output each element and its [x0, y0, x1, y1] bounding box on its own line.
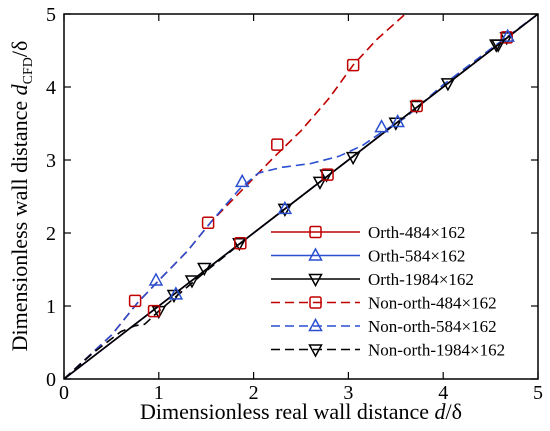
series-marker-2 [440, 78, 456, 92]
x-tick-label: 1 [154, 382, 164, 404]
series-line-2 [64, 14, 538, 379]
series-marker-2 [409, 100, 424, 115]
series-marker-4 [234, 173, 250, 188]
legend-marker-3 [309, 296, 322, 309]
series-marker-3 [271, 138, 284, 151]
y-tick-label: 5 [46, 4, 56, 26]
y-axis-label-unit: /δ [7, 41, 32, 57]
legend-marker-4 [308, 317, 323, 332]
series-marker-2 [319, 169, 334, 183]
series-line-4 [64, 14, 538, 379]
y-tick-label: 3 [46, 150, 56, 172]
tick-labels: 0 1 2 3 4 5 0 1 2 3 4 5 [46, 4, 543, 404]
series-marker-2 [277, 203, 293, 217]
x-axis-label-symbol: d [435, 399, 447, 424]
series-marker-3 [201, 216, 215, 230]
legend-label-1: Orth-584×162 [368, 247, 465, 266]
legend: Orth-484×162 Orth-584×162 Orth-1984×162 Non… [271, 223, 505, 360]
series-marker-4 [390, 113, 405, 128]
x-axis-label: Dimensionless real wall distance d/δ [140, 399, 462, 424]
series-marker-3 [234, 236, 247, 250]
series-marker-2 [345, 151, 361, 166]
series-marker-2 [184, 275, 200, 289]
y-axis-label-symbol: d [7, 83, 32, 95]
y-tick-label: 2 [46, 223, 56, 245]
series-marker-3 [147, 304, 161, 318]
series-marker-3 [128, 294, 142, 308]
series-marker-2 [232, 237, 247, 252]
series-marker-4 [500, 28, 515, 42]
x-axis-label-unit: /δ [446, 399, 462, 424]
series-marker-2 [197, 262, 212, 277]
series-marker-3 [410, 99, 423, 113]
series-marker-3 [321, 168, 334, 181]
legend-label-2: Orth-1984×162 [368, 270, 474, 289]
legend-label-3: Non-orth-484×162 [368, 294, 497, 313]
series-marker-4 [374, 119, 389, 133]
x-tick-label: 0 [59, 382, 69, 404]
y-axis-label-subscript: CFD [21, 57, 36, 84]
x-axis-label-text: Dimensionless real wall distance [140, 399, 434, 424]
legend-marker-1 [308, 247, 323, 261]
series-markers [128, 28, 515, 320]
series-marker-4 [168, 286, 184, 300]
x-tick-label: 3 [343, 382, 353, 404]
plot-area-frame [63, 13, 539, 380]
x-tick-label: 4 [438, 382, 448, 404]
series-marker-5 [490, 39, 506, 53]
legend-label-0: Orth-484×162 [368, 223, 465, 242]
y-tick-label: 4 [46, 77, 56, 99]
series-marker-2 [312, 176, 328, 190]
series-marker-4 [148, 272, 164, 286]
y-axis-label: Dimensionless wall distance dCFD/δ [7, 41, 36, 352]
x-tick-label: 2 [249, 382, 259, 404]
legend-marker-2 [308, 273, 323, 288]
series-marker-4 [277, 200, 293, 215]
y-axis-label-text: Dimensionless wall distance [7, 95, 32, 351]
legend-label-5: Non-orth-1984×162 [368, 341, 505, 360]
x-tick-label: 5 [533, 382, 543, 404]
series-line-3 [64, 14, 406, 379]
legend-marker-0 [309, 225, 322, 239]
y-tick-label: 0 [46, 369, 56, 391]
legend-marker-5 [308, 344, 323, 358]
series-marker-3 [346, 58, 360, 72]
y-tick-label: 1 [46, 296, 56, 318]
legend-label-4: Non-orth-584×162 [368, 317, 497, 336]
